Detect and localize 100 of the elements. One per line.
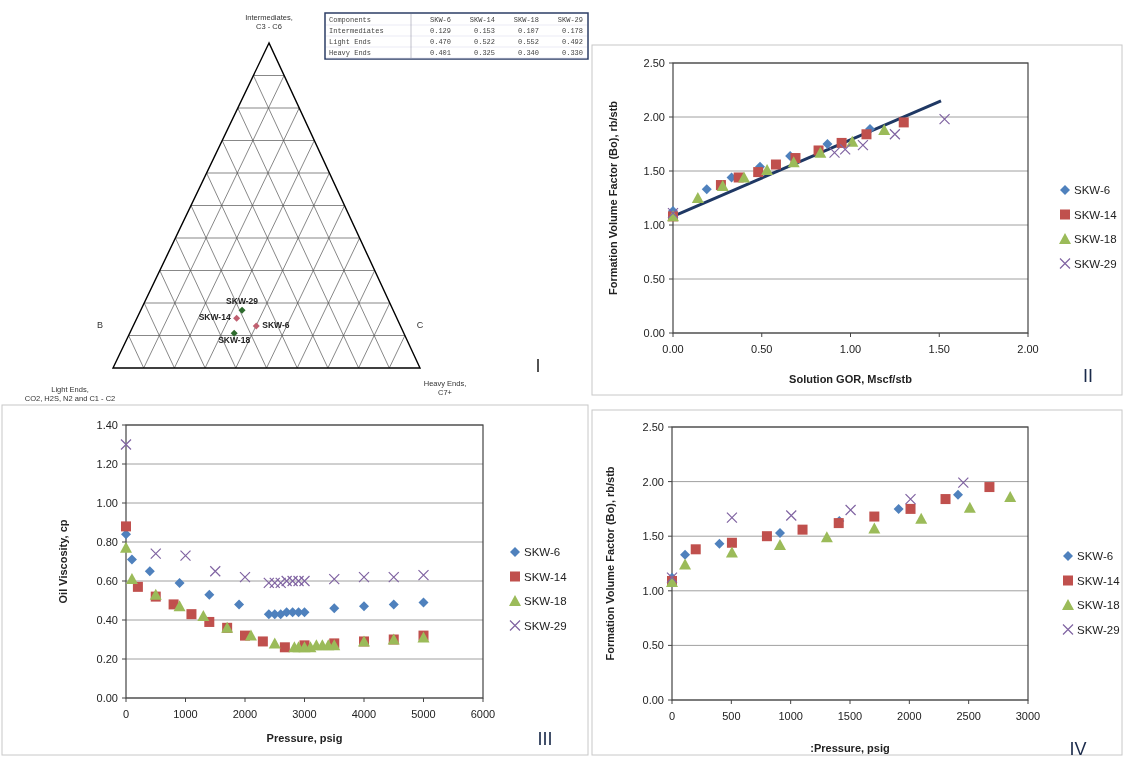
text: B — [96, 320, 104, 330]
point — [836, 137, 847, 148]
point — [701, 184, 712, 195]
legend-label: SKW-18 — [1074, 233, 1117, 245]
y-tick-label: 0.00 — [642, 694, 664, 706]
y-tick-label: 0.40 — [96, 614, 118, 626]
legend-label: SKW-29 — [1077, 623, 1120, 636]
point — [359, 601, 369, 612]
point — [690, 544, 701, 555]
y-tick-label: 1.00 — [643, 219, 665, 231]
point — [738, 171, 750, 183]
x-axis-title: Pressure, psig — [266, 732, 343, 744]
point — [957, 477, 969, 489]
point — [1004, 490, 1017, 502]
point — [257, 636, 268, 647]
y-tick-label: 0.20 — [96, 653, 118, 665]
x-axis-title: Solution GOR, Mscf/stb — [789, 373, 913, 385]
y-tick-label: 0.50 — [642, 639, 664, 652]
point — [418, 597, 429, 608]
y-tick-label: 1.20 — [96, 458, 118, 470]
point — [680, 549, 691, 560]
point — [197, 610, 210, 622]
point — [898, 117, 909, 128]
point — [679, 558, 692, 570]
point — [828, 147, 841, 159]
point — [869, 511, 880, 522]
y-tick-label: 1.40 — [96, 419, 118, 431]
point — [753, 167, 764, 178]
point — [329, 603, 340, 614]
y-tick-label: 0.50 — [643, 273, 665, 285]
point — [150, 548, 162, 560]
point — [785, 509, 797, 522]
x-tick-label: 3000 — [292, 708, 317, 720]
y-tick-label: 0.80 — [96, 536, 118, 548]
text: II — [1082, 366, 1094, 386]
point — [774, 527, 785, 538]
point — [726, 537, 737, 548]
point — [878, 123, 891, 135]
y-tick-label: 0.00 — [643, 327, 665, 339]
point — [239, 571, 251, 583]
point — [179, 550, 192, 562]
legend-label: SKW-18 — [524, 595, 567, 607]
point — [915, 512, 928, 524]
point — [132, 581, 143, 592]
point — [691, 192, 704, 203]
x-tick-label: 6000 — [470, 708, 496, 720]
legend-label: SKW-14 — [1077, 574, 1121, 587]
point — [417, 569, 430, 581]
y-tick-label: 1.50 — [642, 530, 664, 543]
point — [244, 629, 257, 641]
x-axis-title: :Pressure, psig — [810, 742, 890, 754]
category-label: SKW-18 — [218, 335, 251, 346]
y-tick-label: 2.00 — [642, 475, 664, 488]
point — [889, 128, 901, 140]
point — [204, 589, 215, 600]
point — [120, 541, 132, 553]
point — [822, 139, 833, 149]
point — [186, 609, 197, 620]
point — [209, 565, 221, 577]
x-tick-label: 1.00 — [839, 343, 862, 355]
point — [904, 493, 917, 505]
point — [893, 503, 904, 514]
legend-label: SKW-14 — [1074, 208, 1118, 221]
x-tick-label: 2.00 — [1017, 343, 1039, 355]
category-label: SKW-29 — [226, 296, 259, 307]
point — [234, 599, 245, 610]
point — [820, 531, 833, 543]
legend-label: SKW-14 — [524, 570, 568, 583]
x-tick-label: 2000 — [232, 708, 258, 720]
point — [268, 637, 281, 649]
point — [174, 577, 185, 588]
text: C — [416, 320, 424, 330]
point — [905, 503, 916, 514]
legend-label: SKW-6 — [1077, 550, 1114, 562]
point — [963, 501, 976, 513]
point — [770, 159, 781, 170]
x-tick-label: 1000 — [778, 710, 803, 722]
x-tick-label: 1500 — [837, 710, 863, 722]
point — [857, 139, 869, 151]
x-tick-label: 0 — [668, 710, 676, 722]
x-tick-label: 0.00 — [662, 343, 684, 355]
point — [714, 538, 725, 549]
point — [328, 573, 340, 585]
category-label: SKW-6 — [262, 320, 290, 331]
legend-label: SKW-6 — [524, 546, 561, 558]
legend-label: SKW-6 — [1074, 184, 1111, 196]
legend-label: SKW-29 — [1074, 257, 1117, 270]
point — [173, 600, 186, 612]
y-tick-label: 2.50 — [643, 57, 665, 69]
y-tick-label: 1.50 — [643, 165, 665, 177]
point — [844, 504, 857, 516]
x-tick-label: 1.50 — [928, 343, 950, 355]
text: I — [535, 356, 541, 376]
point — [773, 538, 786, 550]
x-tick-label: 0.50 — [751, 343, 773, 355]
text: IV — [1069, 739, 1087, 758]
x-tick-label: 500 — [722, 710, 741, 722]
point — [861, 129, 872, 140]
point — [787, 156, 800, 168]
point — [120, 438, 132, 451]
